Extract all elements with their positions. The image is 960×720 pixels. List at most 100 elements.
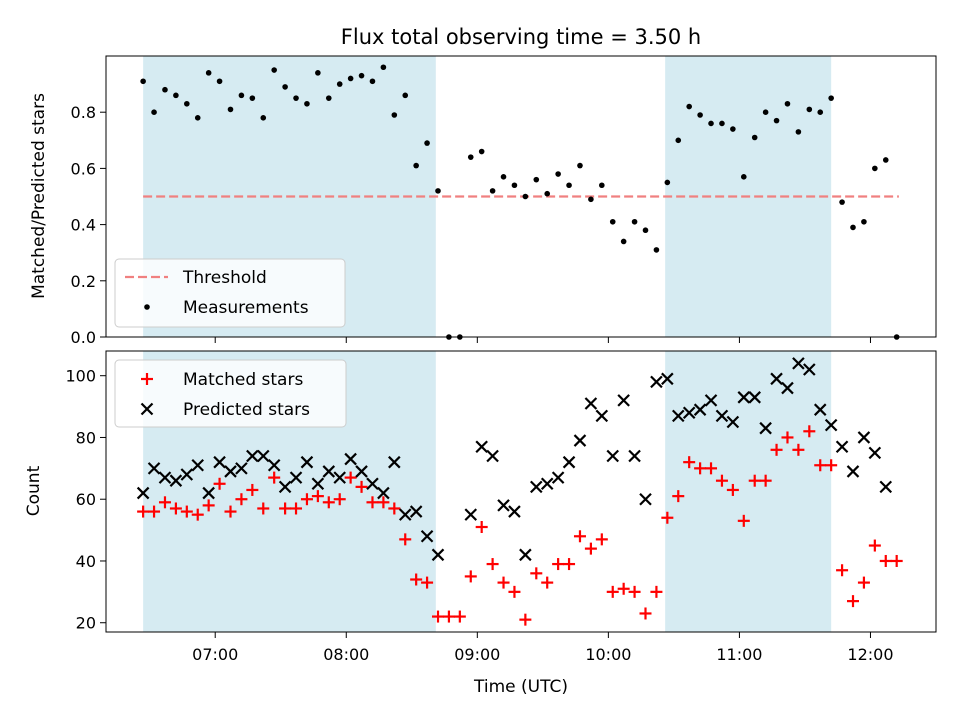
predicted-star-point-b [551,471,565,484]
measurement-point [282,84,288,90]
predicted-star-point-b [661,372,674,386]
top-y-axis: 0.0 0.2 0.4 0.6 0.8 [71,103,106,347]
matched-star-point [322,496,335,509]
matched-star-point [825,459,838,472]
measurement-point [872,165,878,172]
matched-star-point [694,462,707,475]
predicted-star-point [540,477,554,491]
predicted-star-point-b [628,449,641,463]
matched-star-point [268,471,281,484]
predicted-star-point-b [256,449,270,463]
legend-predicted-label: Predicted stars [183,400,310,420]
predicted-star-point [486,449,499,463]
matched-star-point [180,505,193,518]
predicted-star-point-b [246,449,259,463]
predicted-star-point [846,465,860,478]
measurement-point [391,112,398,118]
matched-star-point [442,610,455,623]
legend-measurements-swatch [144,304,150,310]
predicted-star-point-b [813,403,827,416]
measurement-point [151,109,157,115]
predicted-star-point [169,474,183,487]
matched-star-point [650,585,663,598]
predicted-star-point-b [868,446,882,460]
predicted-star-point [409,505,423,518]
bottom-axes-frame [105,350,937,633]
matched-star-point [890,554,903,567]
matched-star-point [759,474,772,487]
measurement-point [227,106,234,113]
measurement-point [697,112,703,118]
predicted-star-point [136,486,150,500]
measurement-point [675,137,682,144]
measurement-point [260,115,267,121]
predicted-star-point [202,486,215,500]
predicted-star-point [344,452,357,466]
predicted-star-point-b [726,415,740,429]
measurement-point [369,78,376,85]
top-x-ticks [214,337,871,343]
top-y-tick-label: 0.4 [71,216,96,235]
predicted-star-point-b [508,505,521,518]
measurement-point [719,120,725,127]
predicted-star-point [289,471,303,484]
predicted-star-point [835,440,849,454]
predicted-star-point-b [650,375,663,389]
predicted-star-point-b [617,394,630,407]
matched-star-point [584,542,597,555]
predicted-star-point [879,480,893,494]
matched-star-point [639,607,652,620]
matched-star-point [388,502,401,515]
matched-star-point [814,459,827,472]
top-panel: 0.00.20.40.60.8 Matched/Predicted stars … [29,55,937,347]
matched-star-point [399,533,412,546]
measurement-point [620,238,627,245]
predicted-star-point-b [278,480,292,494]
matched-star-point [421,576,434,589]
measurement-point [413,162,419,169]
predicted-star-point [824,418,838,432]
predicted-star-point [508,505,521,518]
predicted-star-point [606,449,620,463]
measurement-point [806,106,813,113]
x-tick-label: 08:00 [323,645,369,664]
predicted-star-point-b [562,455,576,469]
predicted-star-point [562,455,576,469]
matched-star-point [257,502,270,515]
predicted-star-point-b [191,458,205,472]
predicted-star-point [693,403,707,416]
predicted-star-point [158,471,172,484]
measurement-point [522,193,529,200]
matched-star-point [432,610,444,623]
measurement-point [315,70,321,76]
matched-star-point [726,483,739,496]
predicted-star-point-b [824,418,838,432]
measurement-point [817,109,824,115]
top-y-tick-label: 0.6 [71,159,96,178]
measurement-point [194,115,201,121]
predicted-star-point [475,440,488,454]
predicted-star-point [726,415,740,429]
predicted-star-point-b [770,372,783,386]
bottom-legend: Matched stars Predicted stars [114,359,347,428]
predicted-star-point [278,480,292,494]
matched-star-point [715,474,728,487]
predicted-star-point-b [879,480,893,494]
top-axes-frame [105,55,937,338]
measurement-point [609,218,616,225]
predicted-star-point [267,458,281,472]
bottom-y-axis: 20 40 60 80 100 [65,367,106,633]
predicted-star-point-b [213,455,226,469]
measurement-point [839,199,845,205]
predicted-star-point-b [704,394,718,407]
bottom-y-tick-label: 100 [65,367,96,386]
predicted-star-point-b [311,477,325,491]
matched-star-point [857,576,870,589]
predicted-star-point [246,449,259,463]
matched-star-point [279,502,292,515]
matched-star-point [497,576,510,589]
predicted-star-point [595,409,609,423]
predicted-star-point-b [486,449,499,463]
predicted-star-point [551,471,565,484]
predicted-star-point-b [497,499,510,512]
